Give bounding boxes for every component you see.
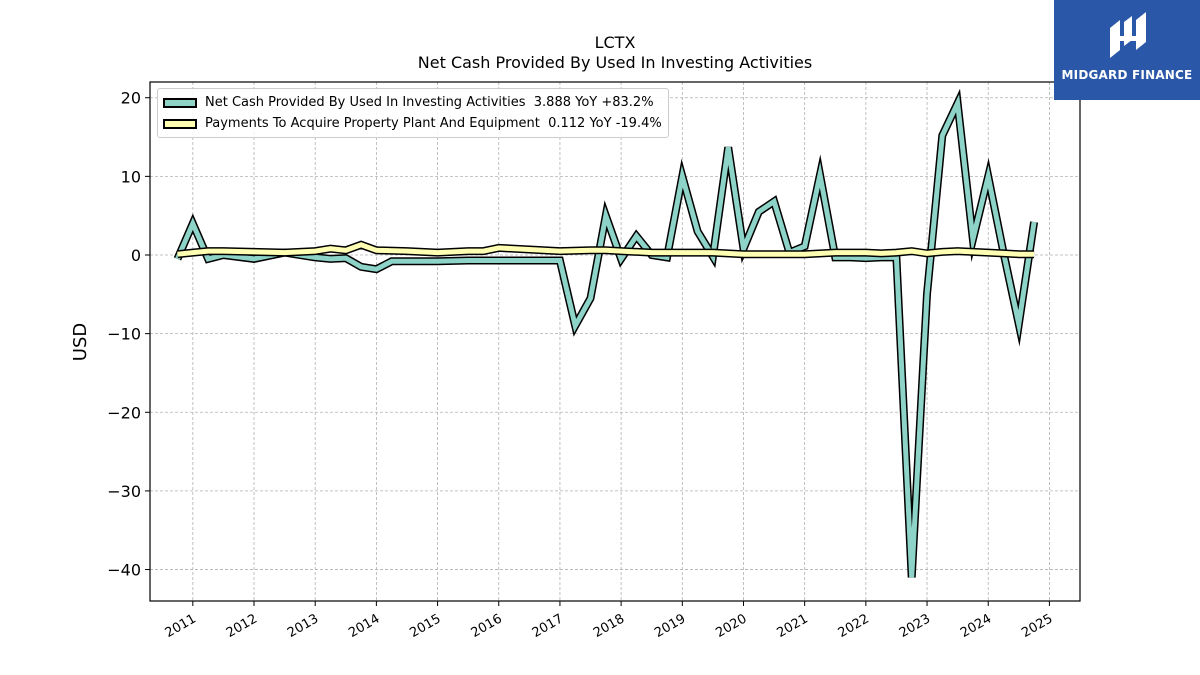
x-tick-label: 2024 [958,611,994,641]
x-tick-label: 2023 [897,611,933,641]
legend-swatch-net-cash [163,97,197,108]
x-tick-label: 2020 [713,611,749,641]
x-tick-label: 2018 [591,611,627,641]
y-tick-label: −40 [107,561,141,580]
legend-label-capex: Payments To Acquire Property Plant And E… [205,116,662,131]
chart-title: LCTX [595,33,636,52]
y-tick-label: −30 [107,482,141,501]
legend-label-net-cash: Net Cash Provided By Used In Investing A… [205,95,654,110]
y-tick-label: −10 [107,325,141,344]
x-tick-label: 2022 [836,611,872,641]
x-tick-label: 2013 [285,611,321,641]
plot-frame [149,81,1081,602]
y-tick-label: 0 [131,246,141,265]
x-tick-label: 2021 [775,611,811,641]
chart-subtitle: Net Cash Provided By Used In Investing A… [418,53,812,72]
y-tick-label: 20 [121,89,141,108]
x-tick-label: 2012 [224,611,260,641]
x-tick-label: 2011 [163,611,199,641]
legend-item-net-cash: Net Cash Provided By Used In Investing A… [163,92,662,113]
x-tick-label: 2014 [346,611,382,641]
x-tick-label: 2019 [652,611,688,641]
series-layer [173,88,1039,578]
x-tick-label: 2017 [530,611,566,641]
midgard-logo-mark-icon [1110,12,1146,58]
chart-legend: Net Cash Provided By Used In Investing A… [157,88,669,138]
midgard-finance-logo: MIDGARD FINANCE [1054,0,1200,100]
series-0-line [175,94,1037,578]
series-1-line [177,242,1035,257]
logo-text: MIDGARD FINANCE [1061,68,1193,82]
y-axis-label: USD [70,323,91,361]
legend-item-capex: Payments To Acquire Property Plant And E… [163,113,662,134]
legend-swatch-capex [163,118,197,129]
y-tick-label: −20 [107,403,141,422]
x-tick-label: 2016 [469,611,505,641]
x-tick-label: 2015 [407,611,443,641]
series-0-outline [173,88,1039,578]
x-tick-label: 2025 [1019,611,1055,641]
y-tick-label: 10 [121,167,141,186]
